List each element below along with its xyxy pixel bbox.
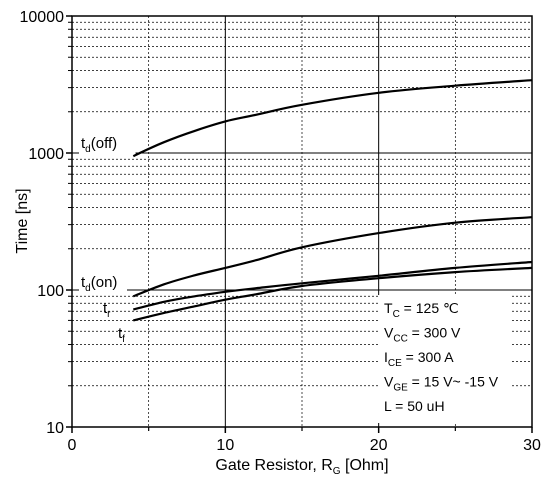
series-line-tdoff [132, 79, 533, 158]
condition-sub: C [393, 309, 400, 320]
condition-value: = 300 A [402, 349, 454, 365]
series-label-main: t [103, 300, 108, 317]
series-label-bg [79, 273, 127, 293]
series-label-sub: r [107, 309, 111, 320]
series-label-suffix: (off) [91, 135, 117, 152]
condition-value: = 300 V [408, 325, 461, 341]
x-tick-label: 20 [370, 437, 388, 454]
series-label-tdon: td(on) [81, 274, 117, 294]
series-label-main: t [118, 325, 123, 342]
y-tick-label: 100 [37, 283, 64, 300]
series-line-tf [133, 266, 533, 322]
condition-main: T [384, 300, 393, 316]
condition-line: VCC = 300 V [384, 325, 461, 345]
y-axis-title: Time [ns] [14, 188, 31, 253]
condition-sub: GE [393, 383, 408, 394]
condition-sub: CC [393, 334, 407, 345]
condition-main: V [384, 325, 394, 341]
series-label-suffix: (on) [91, 274, 118, 291]
series-label-sub: f [122, 334, 125, 345]
y-tick-label: 10000 [20, 9, 65, 26]
condition-main: I [384, 349, 388, 365]
condition-main: V [384, 374, 394, 390]
x-axis-title: Gate Resistor, RG [Ohm] [215, 457, 388, 477]
condition-value: = 125 ℃ [400, 300, 459, 316]
condition-line: ICE = 300 A [384, 349, 454, 369]
condition-value: = 15 V~ -15 V [408, 374, 499, 390]
y-tick-label: 10 [46, 420, 64, 437]
series-label-tr: tr [103, 300, 111, 320]
x-tick-label: 10 [216, 437, 234, 454]
series-label-tf: tf [118, 325, 125, 345]
data-series [132, 79, 533, 322]
series-line-tr [133, 260, 533, 311]
conditions-bg [378, 295, 510, 423]
condition-sub: CE [388, 358, 402, 369]
condition-line: L = 50 uH [384, 398, 445, 414]
x-axis-title-unit: [Ohm] [341, 457, 389, 474]
series-line-tdon [132, 216, 533, 298]
condition-line: TC = 125 ℃ [384, 300, 459, 320]
series-label-main: t [81, 274, 86, 291]
x-tick-label: 0 [68, 437, 77, 454]
x-axis-title-main: Gate Resistor, R [215, 457, 332, 474]
y-tick-label: 1000 [28, 146, 64, 163]
condition-main: L = 50 uH [384, 398, 445, 414]
x-axis-title-sub: G [333, 466, 341, 477]
x-tick-label: 30 [523, 437, 541, 454]
series-label-sub: d [85, 283, 91, 294]
series-label-tdoff: td(off) [81, 135, 117, 155]
series-label-sub: d [85, 144, 91, 155]
series-label-main: t [81, 135, 86, 152]
series-label-bg [79, 134, 136, 154]
grid-lines [72, 16, 532, 427]
condition-line: VGE = 15 V~ -15 V [384, 374, 499, 394]
